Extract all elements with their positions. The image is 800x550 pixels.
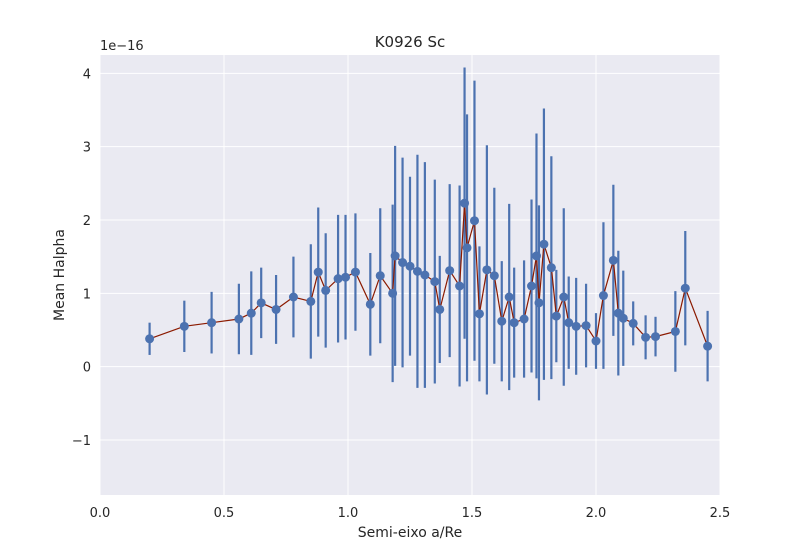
data-point — [531, 251, 541, 261]
data-point — [207, 318, 217, 328]
y-tick-label: 4 — [83, 67, 91, 82]
data-point — [564, 318, 574, 328]
data-point — [591, 336, 601, 346]
y-tick-labels: −1 0 1 2 3 4 — [72, 67, 91, 449]
data-point — [313, 267, 323, 277]
data-point — [497, 316, 507, 326]
data-point — [509, 318, 519, 328]
data-point — [608, 255, 618, 265]
data-point — [420, 270, 430, 280]
y-tick-label: −1 — [72, 434, 91, 449]
data-point — [571, 321, 581, 331]
data-point — [462, 243, 472, 253]
data-point — [534, 298, 544, 308]
x-tick-label: 0.5 — [214, 506, 235, 521]
y-tick-label: 1 — [83, 287, 91, 302]
data-point — [551, 311, 561, 321]
x-axis-label: Semi-eixo a/Re — [358, 525, 462, 541]
data-point — [306, 296, 316, 306]
data-point — [412, 266, 422, 276]
data-point — [430, 277, 440, 287]
data-point — [460, 198, 470, 208]
data-point — [350, 267, 360, 277]
data-point — [271, 304, 281, 314]
y-tick-label: 2 — [83, 214, 91, 229]
data-point — [474, 309, 484, 319]
data-point — [388, 288, 398, 298]
data-point — [527, 281, 537, 291]
x-tick-label: 0.0 — [90, 506, 111, 521]
data-point — [703, 341, 713, 351]
data-point — [398, 258, 408, 268]
x-tick-labels: 0.0 0.5 1.0 1.5 2.0 2.5 — [90, 506, 731, 521]
data-point — [546, 263, 556, 273]
data-point — [482, 265, 492, 275]
data-point — [375, 271, 385, 281]
data-point — [341, 272, 351, 282]
data-point — [246, 308, 256, 318]
data-point — [445, 266, 455, 276]
x-tick-label: 1.5 — [462, 506, 483, 521]
data-point — [559, 292, 569, 302]
data-point — [145, 334, 155, 344]
data-point — [435, 304, 445, 314]
x-tick-label: 2.5 — [710, 506, 731, 521]
y-tick-label: 0 — [83, 361, 91, 376]
data-points — [145, 198, 713, 351]
x-tick-label: 1.0 — [338, 506, 359, 521]
data-point — [670, 326, 680, 336]
data-point — [405, 261, 415, 271]
data-point — [234, 314, 244, 324]
chart-title: K0926 Sc — [375, 33, 446, 51]
data-point — [618, 313, 628, 323]
data-point — [256, 298, 266, 308]
data-point — [321, 285, 331, 295]
data-point — [489, 271, 499, 281]
data-point — [504, 292, 514, 302]
data-point — [680, 283, 690, 293]
data-point — [365, 299, 375, 309]
data-point — [455, 281, 465, 291]
data-point — [469, 216, 479, 226]
y-scale-label: 1e−16 — [100, 39, 144, 54]
y-tick-label: 3 — [83, 141, 91, 156]
data-point — [581, 321, 591, 331]
data-point — [519, 314, 529, 324]
data-point — [651, 332, 661, 342]
y-axis-label: Mean Halpha — [52, 229, 68, 321]
data-point — [539, 239, 549, 249]
data-point — [598, 291, 608, 301]
x-tick-label: 2.0 — [586, 506, 607, 521]
data-point — [179, 321, 189, 331]
data-point — [333, 274, 343, 284]
data-point — [390, 251, 400, 261]
data-point — [641, 332, 651, 342]
data-point — [288, 292, 298, 302]
data-point — [628, 318, 638, 328]
